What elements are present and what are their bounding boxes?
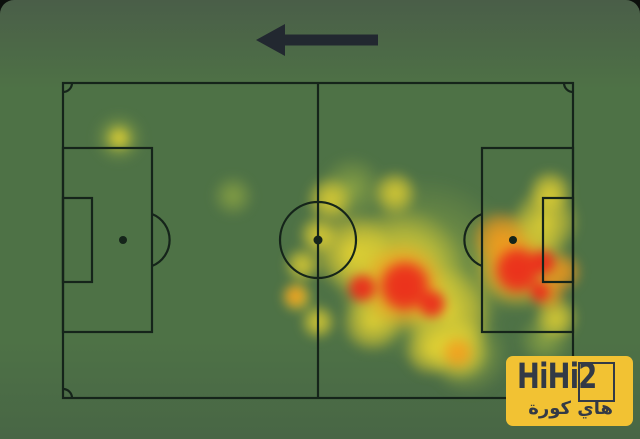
logo-arabic-tagline: هاي كورة [528, 398, 613, 419]
corner-arc-top-right [562, 82, 574, 94]
left-penalty-arc [151, 212, 171, 268]
logo-square-outline [578, 362, 615, 402]
left-penalty-spot [119, 236, 127, 244]
right-penalty-arc [463, 212, 483, 268]
corner-arc-bottom-left [62, 387, 74, 399]
left-goal-area [61, 196, 94, 284]
center-circle [278, 200, 358, 280]
corner-arc-top-left [62, 82, 74, 94]
right-penalty-spot [509, 236, 517, 244]
center-spot [313, 235, 323, 245]
left-penalty-area [61, 146, 154, 334]
logo-brand-prefix: HiHi [517, 357, 579, 397]
hihi2-logo: HiHi2 هاي كورة [506, 356, 633, 426]
right-goal-area [541, 196, 575, 284]
logo-brand-suffix: 2 [578, 357, 597, 397]
logo-brand-text: HiHi2 [517, 356, 597, 398]
left-arrow-icon [256, 24, 378, 56]
right-penalty-area [480, 146, 575, 334]
